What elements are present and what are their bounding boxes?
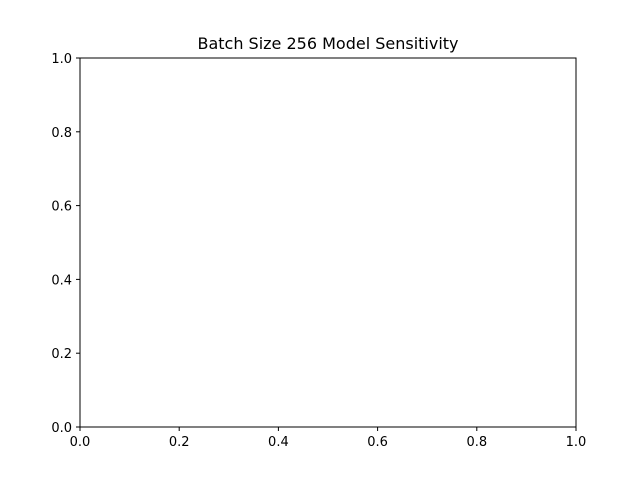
x-tick-label: 0.4 <box>268 435 289 450</box>
y-tick-label: 0.0 <box>51 421 72 436</box>
y-tick-label: 0.6 <box>51 200 72 215</box>
y-tick-label: 0.2 <box>51 347 72 362</box>
y-tick-label: 0.4 <box>51 273 72 288</box>
x-tick-label: 1.0 <box>566 435 587 450</box>
axes: 0.0 0.2 0.4 0.6 0.8 1.0 0.0 0.2 0.4 0.6 0.8 1.0 <box>51 52 586 450</box>
x-tick-label: 0.2 <box>169 435 190 450</box>
x-tick-label: 0.0 <box>70 435 91 450</box>
plot-area <box>80 58 576 427</box>
x-axis: 0.0 0.2 0.4 0.6 0.8 1.0 <box>70 427 587 450</box>
y-axis: 0.0 0.2 0.4 0.6 0.8 1.0 <box>51 52 80 436</box>
y-tick-label: 1.0 <box>51 52 72 67</box>
x-tick-label: 0.8 <box>466 435 487 450</box>
chart-title: Batch Size 256 Model Sensitivity <box>197 34 458 53</box>
plot-frame <box>79 57 577 428</box>
y-tick-label: 0.8 <box>51 126 72 141</box>
x-tick-label: 0.6 <box>367 435 388 450</box>
